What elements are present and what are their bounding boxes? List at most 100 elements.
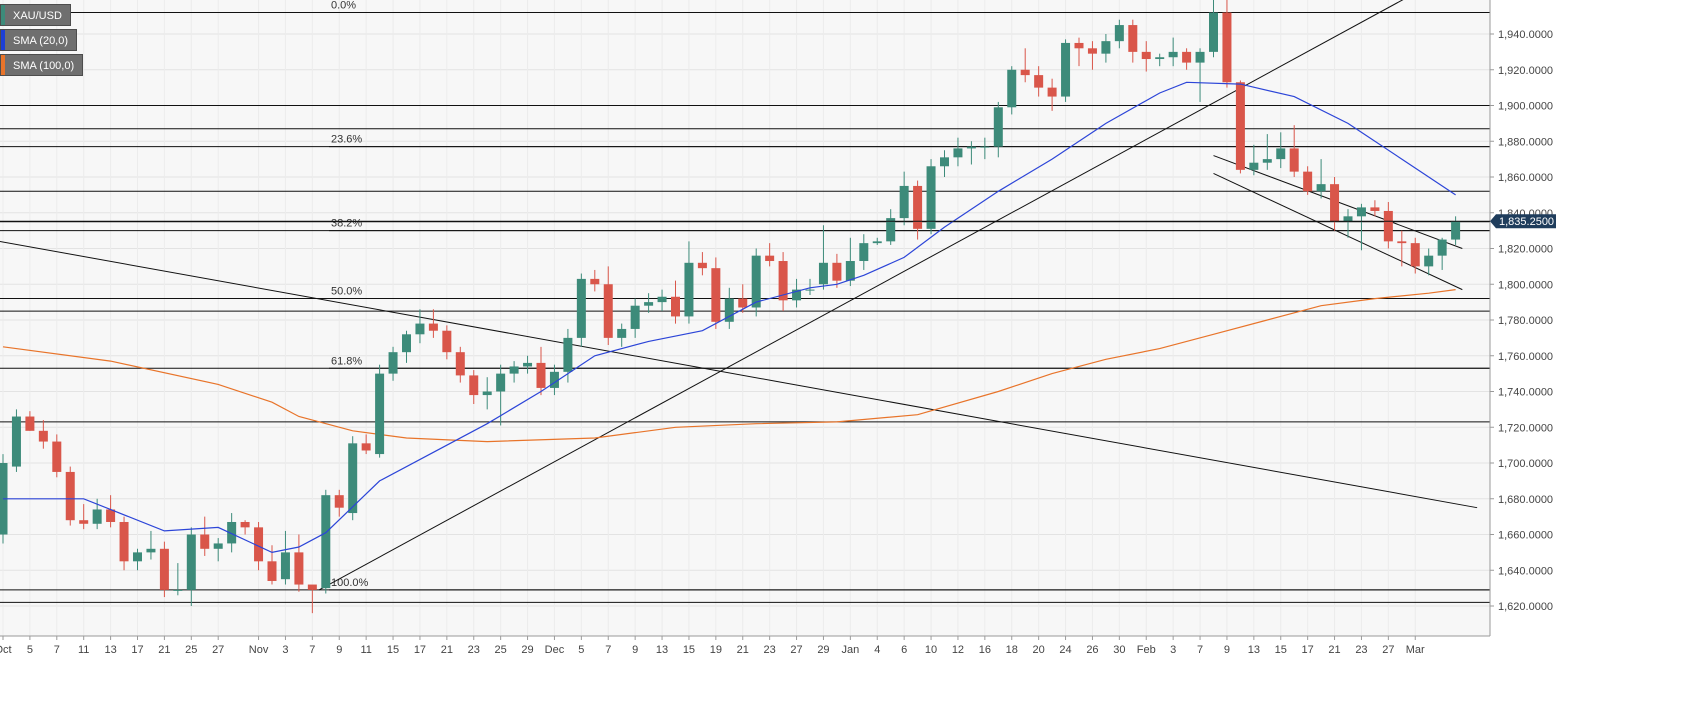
candle-body: [590, 278, 600, 285]
candle: [657, 289, 667, 312]
candle-body: [146, 548, 156, 553]
candle: [402, 330, 411, 363]
candle: [375, 364, 385, 458]
candle-body: [603, 284, 613, 338]
x-tick-label: 20: [1033, 644, 1045, 656]
candle-body: [1249, 162, 1259, 170]
candle: [1195, 48, 1205, 102]
candle: [428, 309, 438, 338]
candle-body: [778, 261, 788, 301]
candle-body: [200, 534, 210, 549]
x-tick-label: 10: [925, 644, 937, 656]
sma-100-path: [2, 289, 1456, 443]
candle-body: [1047, 87, 1057, 97]
last-price-label: 1,835.2500: [1499, 216, 1554, 228]
candle: [65, 466, 75, 526]
candle: [644, 293, 654, 313]
candle: [913, 180, 923, 240]
candle: [845, 237, 855, 287]
candle-body: [307, 584, 317, 590]
candle: [617, 323, 627, 347]
candle-body: [1410, 243, 1420, 267]
candle-body: [886, 218, 896, 242]
x-tick-label: 7: [309, 644, 315, 656]
candle-body: [280, 552, 290, 580]
candle: [227, 513, 237, 553]
candle: [792, 278, 802, 308]
candle: [1383, 202, 1393, 249]
legend-item-sma100[interactable]: SMA (100,0): [0, 54, 84, 76]
candle: [1209, 0, 1218, 58]
candle: [1316, 159, 1326, 199]
y-tick-label: 1,940.0000: [1498, 29, 1553, 41]
candle-body: [1424, 255, 1434, 267]
candle: [1262, 134, 1272, 170]
fib-label: 61.8%: [331, 355, 362, 367]
candle: [294, 534, 304, 592]
candle-body: [1155, 57, 1165, 60]
x-tick-label: 11: [78, 644, 89, 656]
candle: [509, 361, 519, 383]
candle: [38, 420, 48, 449]
candle: [119, 516, 129, 571]
x-tick-label: 27: [212, 644, 224, 656]
candle: [213, 538, 223, 562]
candle-body: [549, 371, 559, 388]
candle-body: [1141, 51, 1151, 60]
sma-20-path: [3, 81, 1456, 554]
x-tick-label: 19: [710, 644, 722, 656]
x-tick-label: 7: [605, 644, 611, 656]
candle-body: [1370, 207, 1380, 211]
x-tick-label: Oct: [0, 644, 12, 656]
candle: [186, 527, 196, 606]
candle-body: [980, 146, 990, 148]
candle: [159, 541, 169, 598]
candles: [0, 0, 1461, 614]
y-tick-label: 1,920.0000: [1498, 65, 1553, 77]
candle: [549, 364, 559, 396]
candle-body: [630, 305, 640, 329]
candle: [993, 101, 1003, 158]
candle-body: [442, 330, 452, 353]
candle: [765, 243, 775, 267]
candle-body: [92, 509, 102, 524]
candle-body: [1087, 48, 1097, 54]
x-tick-label: 23: [468, 644, 480, 656]
candle: [173, 563, 183, 596]
candle: [1437, 237, 1447, 270]
candle-body: [1074, 42, 1084, 49]
x-tick-label: 27: [790, 644, 802, 656]
candle-body: [334, 495, 344, 508]
legend-swatch: [1, 55, 5, 75]
candle: [415, 309, 425, 344]
candle-body: [1276, 148, 1286, 160]
candle: [886, 209, 896, 245]
x-tick-label: 21: [158, 644, 170, 656]
x-tick-label: 11: [360, 644, 371, 656]
candle-body: [375, 373, 385, 455]
candle-body: [1316, 184, 1326, 192]
candle-body: [872, 241, 882, 244]
candle: [1356, 203, 1366, 251]
candle: [482, 377, 492, 410]
candle-body: [859, 243, 869, 262]
legend-label: SMA (20,0): [13, 35, 69, 47]
candle: [79, 504, 89, 530]
candle-body: [294, 552, 304, 585]
candle-body: [348, 443, 358, 514]
legend-swatch: [1, 30, 5, 50]
y-tick-label: 1,700.0000: [1498, 458, 1553, 470]
candle-body: [1451, 221, 1461, 240]
x-tick-label: 29: [521, 644, 533, 656]
candle-body: [1262, 159, 1272, 163]
legend-item-sma20[interactable]: SMA (20,0): [0, 29, 78, 51]
candle-body: [1330, 184, 1340, 222]
candle-body: [159, 548, 169, 590]
y-tick-label: 1,760.0000: [1498, 351, 1553, 363]
candle: [671, 280, 680, 324]
x-tick-label: 18: [1006, 644, 1018, 656]
legend-item-xauusd[interactable]: XAU/USD: [0, 4, 71, 26]
y-tick-label: 1,680.0000: [1498, 494, 1553, 506]
x-tick-label: 7: [54, 644, 60, 656]
